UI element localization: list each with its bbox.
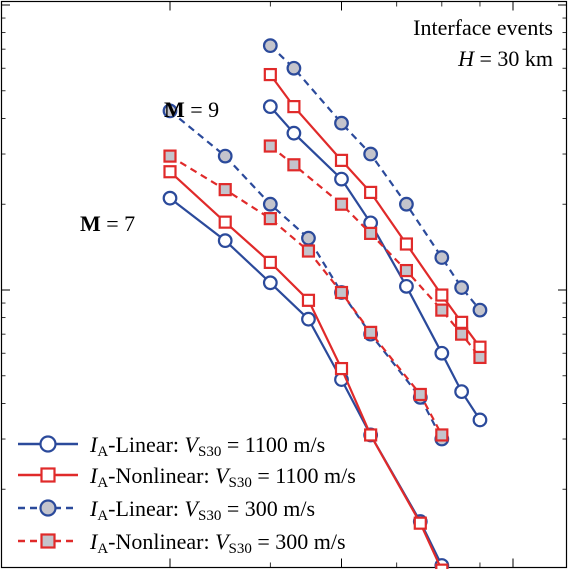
data-point: [162, 190, 178, 206]
data-point: [163, 149, 177, 163]
data-point: [217, 233, 233, 249]
data-point: [286, 60, 302, 76]
data-point: [399, 196, 414, 212]
series-layer: [162, 38, 488, 569]
data-point: [334, 153, 349, 167]
data-point: [472, 302, 488, 318]
annotation-depth-var: H: [457, 46, 475, 71]
legend-label: IA-Linear: VS30 = 300 m/s: [89, 496, 315, 524]
data-point: [334, 171, 349, 187]
series-1: [163, 67, 487, 569]
data-point: [162, 103, 178, 119]
data-point: [364, 325, 378, 339]
data-point: [454, 280, 470, 295]
data-point: [364, 185, 378, 200]
series-3: [163, 139, 487, 442]
data-point: [301, 244, 316, 258]
data-point: [217, 148, 233, 164]
magnitude-labels: M = 9 M = 7: [80, 97, 219, 236]
data-point: [287, 100, 301, 114]
data-point: [364, 226, 378, 240]
data-point: [434, 250, 450, 265]
data-point: [263, 139, 277, 153]
legend-entry-3: IA-Nonlinear: VS30 = 300 m/s: [18, 529, 346, 557]
legend-marker: [40, 467, 56, 483]
legend-label: IA-Linear: VS30 = 1100 m/s: [89, 432, 325, 460]
legend-entry-1: IA-Nonlinear: VS30 = 1100 m/s: [18, 463, 356, 491]
data-point: [262, 99, 278, 115]
data-point: [301, 230, 316, 246]
legend-entry-2: IA-Linear: VS30 = 300 m/s: [18, 496, 315, 524]
series-line-m9: [269, 145, 481, 359]
data-point: [334, 285, 349, 300]
data-point: [218, 183, 232, 197]
legend: IA-Linear: VS30 = 1100 m/s IA-Nonlinear: …: [18, 432, 356, 557]
data-point: [263, 255, 277, 269]
data-point: [454, 384, 470, 400]
data-point: [473, 350, 487, 365]
data-point: [334, 197, 349, 211]
legend-marker: [39, 435, 57, 453]
data-point: [435, 288, 449, 302]
magnitude-label-7-value: = 7: [101, 211, 135, 236]
legend-marker: [39, 499, 57, 517]
legend-entry-0: IA-Linear: VS30 = 1100 m/s: [18, 432, 325, 460]
data-point: [455, 315, 469, 329]
legend-marker: [40, 533, 56, 549]
data-point: [399, 237, 414, 251]
data-point: [286, 125, 302, 141]
legend-label: IA-Nonlinear: VS30 = 1100 m/s: [89, 463, 356, 491]
data-point: [435, 428, 449, 442]
magnitude-label-9: M = 9: [164, 97, 219, 122]
data-point: [262, 196, 278, 212]
data-point: [301, 293, 316, 307]
data-point: [263, 67, 277, 82]
magnitude-label-9-symbol: M: [164, 97, 185, 122]
data-point: [455, 327, 469, 341]
legend-label: IA-Nonlinear: VS30 = 300 m/s: [89, 529, 346, 557]
annotation-depth: H = 30 km: [457, 46, 553, 71]
data-point: [399, 263, 414, 278]
data-point: [334, 115, 349, 131]
data-point: [334, 361, 349, 376]
data-point: [287, 158, 301, 172]
magnitude-label-9-value: = 9: [185, 97, 219, 122]
data-point: [301, 311, 316, 327]
data-point: [364, 428, 378, 442]
series-line-m7: [169, 110, 443, 440]
data-point: [413, 387, 427, 402]
series-line-m7: [169, 155, 443, 436]
series-line-m7: [169, 170, 443, 569]
annotation-depth-value: = 30 km: [474, 46, 553, 71]
data-point: [399, 278, 414, 294]
data-point: [263, 212, 277, 226]
data-point: [262, 38, 278, 54]
annotation: Interface events H = 30 km: [413, 15, 553, 71]
data-point: [435, 303, 449, 317]
annotation-title: Interface events: [413, 15, 553, 40]
data-point: [163, 165, 177, 179]
data-point: [434, 345, 450, 361]
data-point: [363, 146, 379, 162]
data-point: [218, 215, 232, 229]
data-point: [472, 412, 488, 428]
magnitude-label-7-symbol: M: [80, 211, 101, 236]
data-point: [413, 516, 427, 530]
magnitude-label-7: M = 7: [80, 211, 135, 236]
data-point: [435, 563, 449, 569]
data-point: [262, 275, 278, 291]
